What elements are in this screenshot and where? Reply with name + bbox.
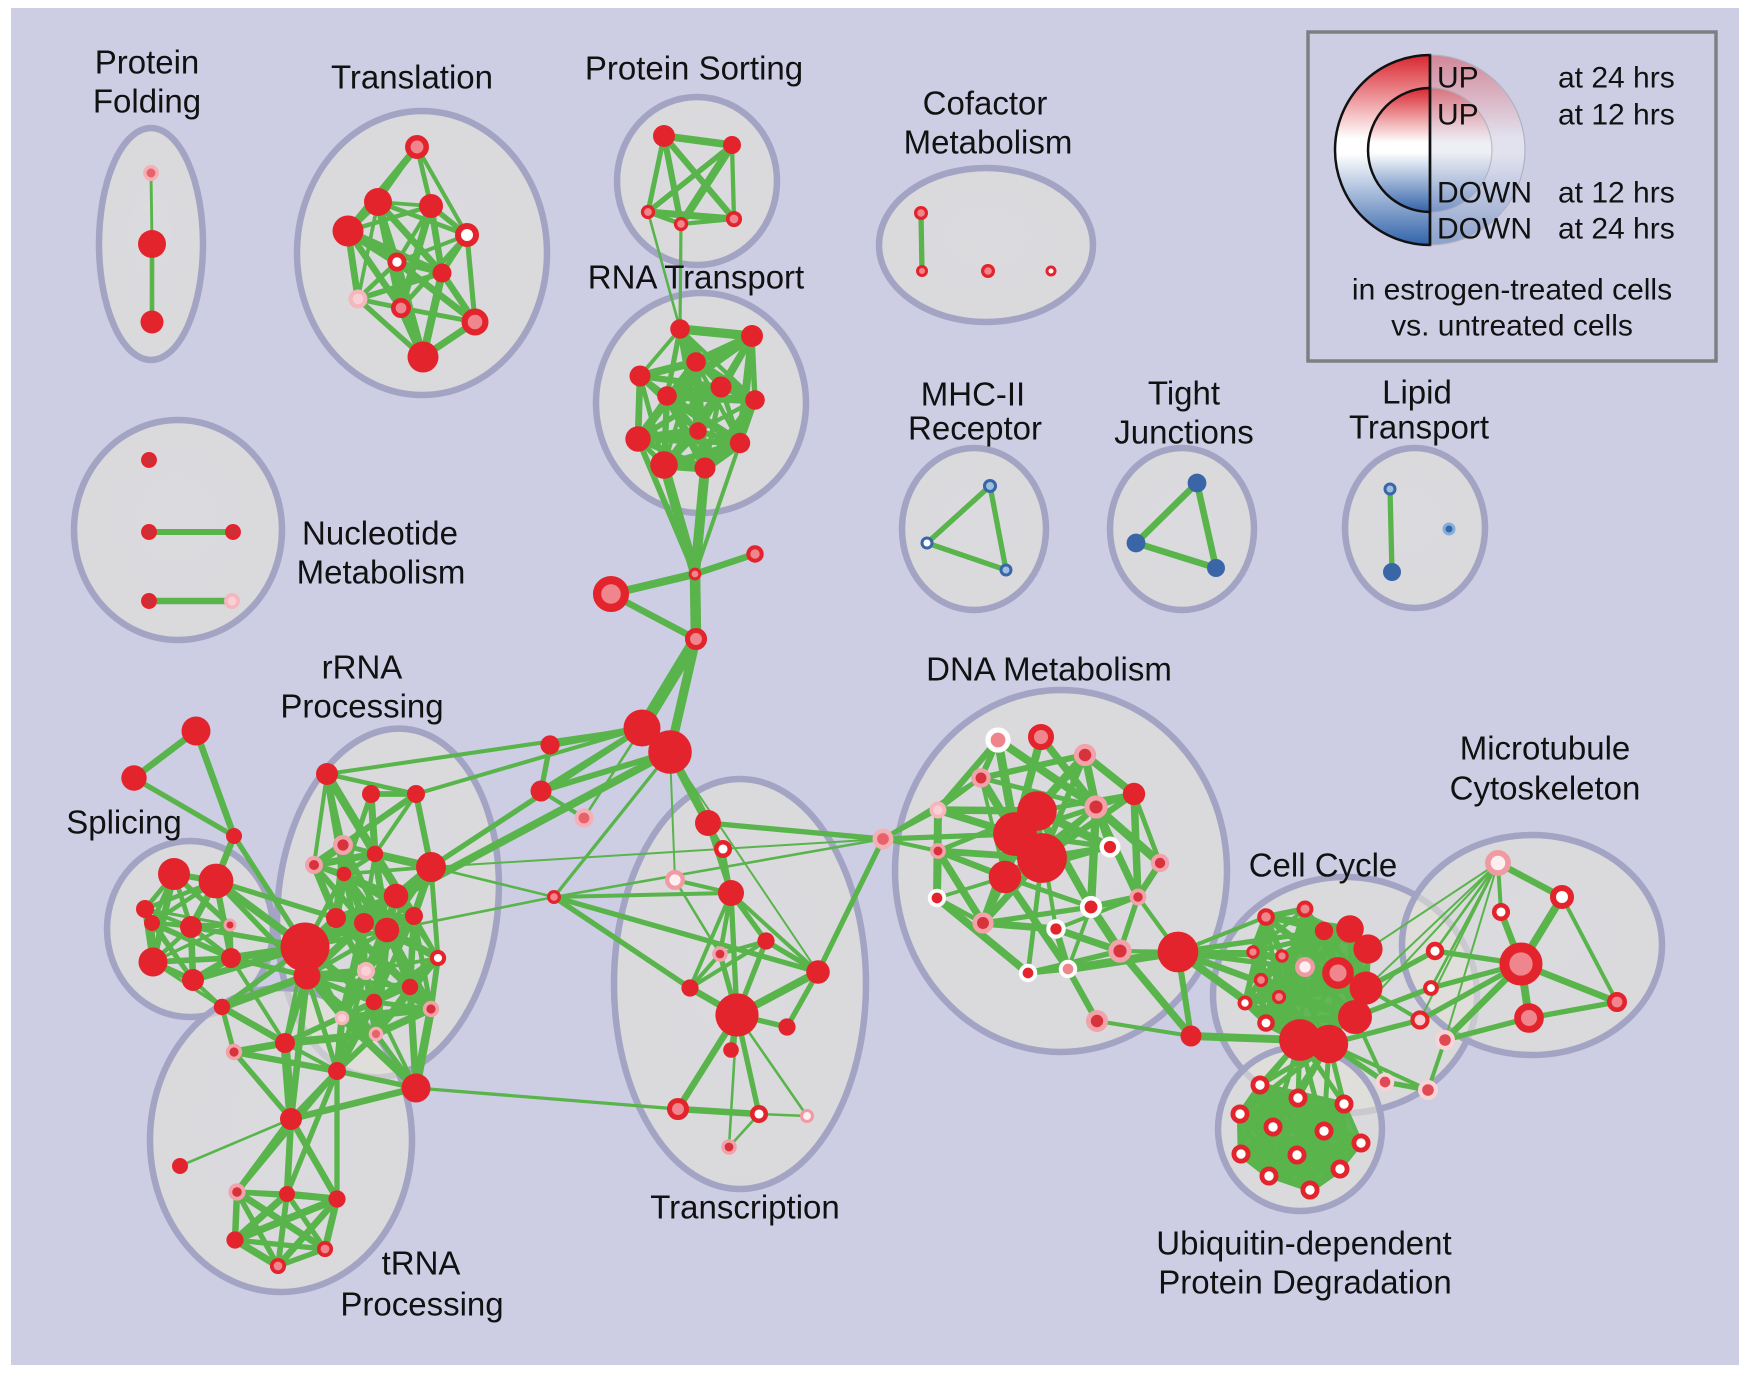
svg-text:tRNA: tRNA <box>382 1245 461 1282</box>
svg-text:Cytoskeleton: Cytoskeleton <box>1450 770 1641 807</box>
svg-text:DOWN: DOWN <box>1437 213 1532 246</box>
svg-text:at 12 hrs: at 12 hrs <box>1558 99 1675 132</box>
svg-text:Microtubule: Microtubule <box>1460 730 1631 767</box>
svg-text:Nucleotide: Nucleotide <box>302 515 458 552</box>
svg-text:Tight: Tight <box>1148 375 1220 412</box>
svg-text:Transcription: Transcription <box>650 1189 840 1226</box>
svg-text:UP: UP <box>1437 99 1479 132</box>
svg-text:DOWN: DOWN <box>1437 177 1532 210</box>
svg-text:Junctions: Junctions <box>1114 414 1253 451</box>
svg-text:at 24 hrs: at 24 hrs <box>1558 213 1675 246</box>
svg-text:in estrogen-treated cells: in estrogen-treated cells <box>1352 274 1672 307</box>
svg-text:Receptor: Receptor <box>908 410 1042 447</box>
svg-text:UP: UP <box>1437 62 1479 95</box>
svg-text:at 24 hrs: at 24 hrs <box>1558 62 1675 95</box>
svg-text:Processing: Processing <box>280 688 443 725</box>
svg-text:Ubiquitin-dependent: Ubiquitin-dependent <box>1156 1225 1451 1262</box>
svg-text:Cell Cycle: Cell Cycle <box>1249 847 1398 884</box>
svg-text:Lipid: Lipid <box>1382 374 1452 411</box>
svg-text:rRNA: rRNA <box>322 649 403 686</box>
svg-text:Translation: Translation <box>331 59 493 96</box>
svg-text:Protein Degradation: Protein Degradation <box>1158 1264 1452 1301</box>
svg-text:Protein: Protein <box>95 44 200 81</box>
svg-text:Protein Sorting: Protein Sorting <box>585 50 803 87</box>
svg-text:Processing: Processing <box>340 1286 503 1323</box>
svg-text:Metabolism: Metabolism <box>904 124 1073 161</box>
svg-text:Folding: Folding <box>93 83 201 120</box>
svg-text:vs. untreated cells: vs. untreated cells <box>1391 310 1633 343</box>
svg-text:Metabolism: Metabolism <box>297 554 466 591</box>
svg-text:Cofactor: Cofactor <box>923 85 1048 122</box>
svg-text:DNA Metabolism: DNA Metabolism <box>926 651 1172 688</box>
svg-text:Splicing: Splicing <box>66 804 182 841</box>
svg-text:at 12 hrs: at 12 hrs <box>1558 177 1675 210</box>
svg-text:RNA Transport: RNA Transport <box>588 259 804 296</box>
svg-text:Transport: Transport <box>1349 409 1489 446</box>
svg-text:MHC-II: MHC-II <box>921 376 1025 413</box>
